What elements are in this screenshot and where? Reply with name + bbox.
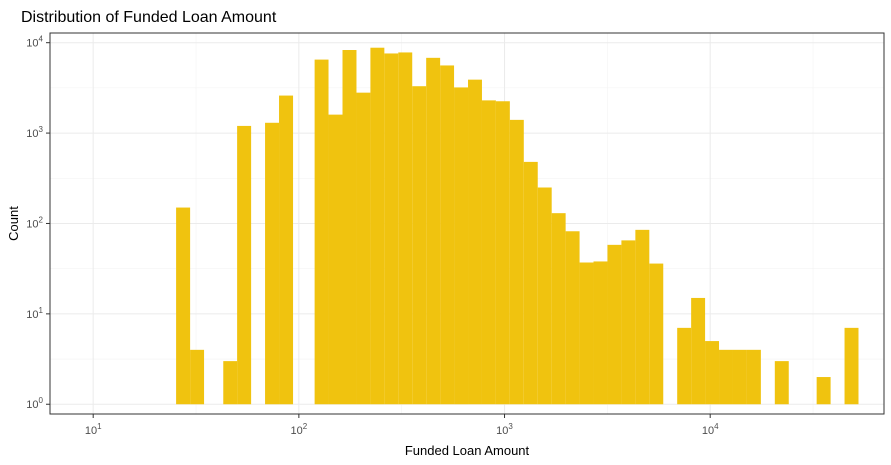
histogram-bar (481, 100, 496, 405)
x-tick-label: 103 (496, 422, 513, 437)
y-tick-label: 101 (26, 306, 43, 321)
histogram-bar (426, 57, 441, 405)
histogram-bar (370, 47, 385, 405)
y-tick-label: 104 (26, 35, 43, 50)
histogram-bar (384, 53, 399, 405)
x-tick-label: 104 (702, 422, 719, 437)
chart-title: Distribution of Funded Loan Amount (21, 9, 277, 26)
histogram-bar (265, 122, 280, 405)
histogram-bar (621, 240, 636, 405)
histogram-bar (565, 231, 580, 405)
histogram-bar (328, 114, 343, 405)
y-tick-label: 102 (26, 215, 43, 230)
histogram-bar (691, 297, 706, 405)
histogram-bar (454, 87, 469, 405)
x-axis-title: Funded Loan Amount (405, 443, 530, 458)
histogram-bar (719, 349, 733, 405)
histogram-bar (190, 349, 205, 405)
histogram-bar (649, 263, 664, 405)
histogram-bar (732, 349, 747, 405)
histogram-bar (677, 327, 692, 405)
histogram-bar (523, 161, 538, 405)
histogram-bar (398, 52, 413, 405)
histogram-bar (537, 187, 552, 405)
histogram-bar (279, 95, 294, 405)
y-axis: 100 101 102 103 104 (26, 35, 50, 411)
histogram-bar (509, 119, 524, 405)
x-axis: 101 102 103 104 (85, 414, 719, 437)
histogram-bar (468, 79, 482, 405)
histogram-bar (551, 213, 566, 405)
histogram-bar (176, 207, 191, 405)
histogram-bar (223, 361, 238, 405)
y-axis-title: Count (6, 206, 21, 241)
histogram-bar (412, 86, 427, 405)
histogram-bar (593, 261, 608, 405)
histogram-bar (314, 59, 329, 405)
histogram-bar (440, 65, 455, 405)
y-tick-label: 100 (26, 396, 43, 411)
histogram-bar (705, 341, 720, 405)
x-tick-label: 102 (291, 422, 308, 437)
x-tick-label: 101 (85, 422, 102, 437)
histogram-bar (607, 244, 622, 405)
histogram-bar (746, 349, 761, 405)
y-tick-label: 103 (26, 125, 43, 140)
histogram-bar (579, 262, 594, 405)
histogram-bar (342, 50, 357, 405)
histogram-bars (176, 47, 859, 405)
histogram-bar (844, 327, 859, 405)
histogram-bar (816, 377, 831, 405)
histogram-bar (635, 229, 650, 405)
histogram-bar (495, 101, 510, 405)
histogram-bar (237, 125, 252, 405)
histogram-bar (356, 92, 371, 405)
histogram-bar (774, 361, 789, 405)
